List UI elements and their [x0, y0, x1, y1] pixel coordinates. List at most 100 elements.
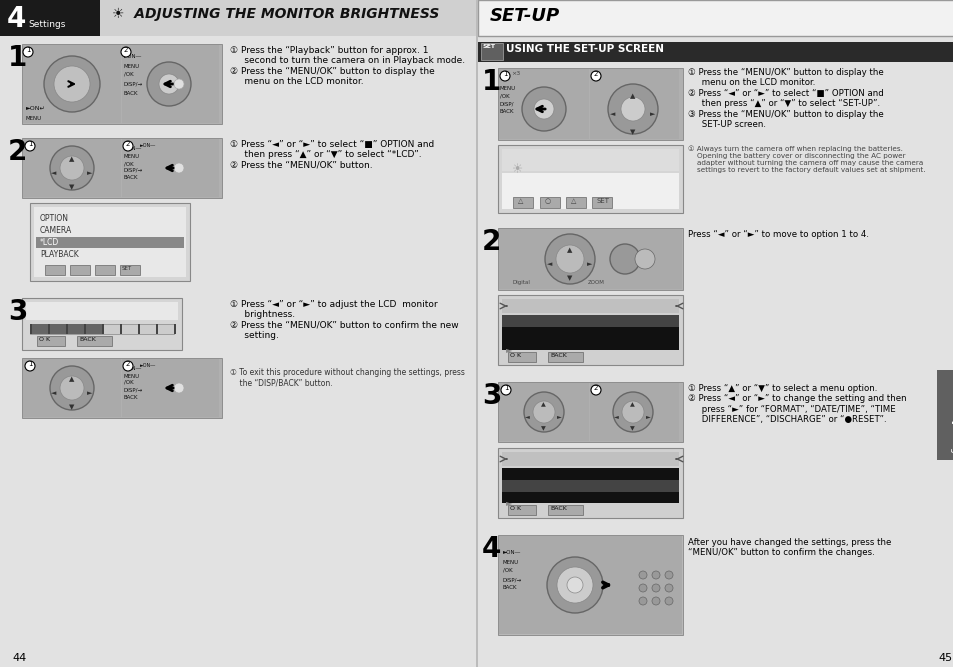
Bar — [592, 197, 612, 208]
Bar — [48, 324, 50, 334]
Circle shape — [123, 141, 132, 151]
Text: △: △ — [571, 198, 576, 204]
Text: /OK: /OK — [124, 380, 133, 385]
Text: OPTION: OPTION — [40, 214, 69, 223]
Bar — [77, 336, 112, 346]
Text: BACK: BACK — [124, 395, 138, 400]
Bar — [498, 536, 681, 634]
Circle shape — [521, 87, 565, 131]
Circle shape — [664, 597, 672, 605]
Circle shape — [533, 401, 555, 423]
Text: /OK: /OK — [502, 567, 512, 572]
Text: 4: 4 — [946, 416, 953, 424]
Text: ① To exit this procedure without changing the settings, press
    the “DISP/BACK: ① To exit this procedure without changin… — [230, 368, 464, 388]
Text: 3: 3 — [481, 382, 501, 410]
Text: BACK: BACK — [124, 91, 138, 96]
Circle shape — [651, 584, 659, 592]
Text: MENU: MENU — [124, 154, 140, 159]
Text: SET: SET — [482, 44, 496, 49]
Text: ① Press “◄” or “►” to adjust the LCD  monitor
     brightness.
② Press the “MENU: ① Press “◄” or “►” to adjust the LCD mon… — [230, 300, 458, 340]
Text: ☀  ADJUSTING THE MONITOR BRIGHTNESS: ☀ ADJUSTING THE MONITOR BRIGHTNESS — [112, 7, 439, 21]
Text: ① Always turn the camera off when replacing the batteries.
    Opening the batte: ① Always turn the camera off when replac… — [687, 145, 924, 173]
Bar — [30, 324, 32, 334]
Text: After you have changed the settings, press the
“MENU/OK” button to confirm the c: After you have changed the settings, pre… — [687, 538, 890, 558]
Bar — [513, 197, 533, 208]
Text: 2: 2 — [594, 71, 598, 77]
Bar — [547, 352, 582, 362]
Text: ►ON―: ►ON― — [140, 143, 156, 148]
Text: 1: 1 — [481, 68, 500, 96]
Text: ◄: ◄ — [51, 390, 56, 396]
Bar — [507, 505, 536, 515]
Circle shape — [639, 584, 646, 592]
Bar — [501, 299, 679, 313]
Bar — [156, 324, 158, 334]
Text: DISP/→: DISP/→ — [124, 168, 143, 173]
Text: Press “◄” or “►” to move to option 1 to 4.: Press “◄” or “►” to move to option 1 to … — [687, 230, 868, 239]
Text: 2: 2 — [481, 228, 501, 256]
Text: 3: 3 — [8, 298, 28, 326]
Circle shape — [651, 597, 659, 605]
Text: ◄: ◄ — [51, 170, 56, 176]
Circle shape — [609, 244, 639, 274]
Text: DISP/→: DISP/→ — [124, 82, 143, 87]
Text: ▼: ▼ — [629, 426, 634, 431]
Bar — [122, 45, 219, 123]
Text: DISP/→: DISP/→ — [124, 388, 143, 393]
Text: Digital: Digital — [513, 280, 530, 285]
Bar — [70, 265, 90, 275]
Circle shape — [639, 571, 646, 579]
Circle shape — [500, 385, 511, 395]
Text: 1: 1 — [503, 385, 508, 391]
Circle shape — [635, 249, 655, 269]
Text: /OK: /OK — [124, 161, 133, 166]
Bar — [173, 324, 175, 334]
Text: /OK: /OK — [499, 93, 509, 98]
Circle shape — [50, 366, 94, 410]
Text: ▲: ▲ — [540, 402, 545, 407]
Text: ►: ► — [87, 390, 92, 396]
Text: ▼: ▼ — [629, 129, 635, 135]
Bar — [120, 265, 140, 275]
Text: 1: 1 — [28, 141, 32, 147]
Bar — [30, 203, 190, 281]
Text: ►: ► — [87, 170, 92, 176]
Circle shape — [607, 84, 658, 134]
Bar — [589, 69, 679, 139]
Text: ▲: ▲ — [629, 93, 635, 99]
Circle shape — [147, 62, 191, 106]
Bar — [565, 197, 585, 208]
Bar — [497, 68, 682, 140]
Bar — [22, 138, 222, 198]
Bar — [36, 237, 184, 248]
Text: ① Press “◄” or “►” to select “■” OPTION and
     then press “▲” or “▼” to select: ① Press “◄” or “►” to select “■” OPTION … — [230, 140, 434, 170]
Text: ◄: ◄ — [546, 261, 552, 267]
Text: Settings: Settings — [28, 20, 66, 29]
Bar — [100, 0, 477, 36]
Circle shape — [556, 245, 583, 273]
Bar — [501, 480, 679, 492]
Text: *LCD: *LCD — [40, 238, 59, 247]
Circle shape — [534, 99, 554, 119]
Text: ◄: ◄ — [524, 414, 529, 419]
Bar — [122, 139, 219, 197]
Text: 45: 45 — [937, 653, 951, 663]
Text: 4: 4 — [7, 5, 27, 33]
Circle shape — [173, 383, 184, 393]
Text: O K: O K — [39, 337, 51, 342]
Text: MENU: MENU — [499, 86, 516, 91]
Circle shape — [54, 66, 90, 102]
Bar — [95, 265, 115, 275]
Text: 1: 1 — [502, 71, 507, 77]
Text: ▼: ▼ — [69, 404, 74, 410]
Text: O K: O K — [510, 506, 520, 511]
Text: ►: ► — [586, 261, 592, 267]
Text: ►ON―: ►ON― — [124, 146, 142, 151]
Bar — [138, 324, 140, 334]
Bar — [22, 44, 222, 124]
Bar — [501, 149, 679, 171]
Text: ▲: ▲ — [566, 247, 572, 253]
Text: ►: ► — [505, 345, 512, 354]
Bar — [501, 149, 679, 171]
Text: ►: ► — [557, 414, 561, 419]
